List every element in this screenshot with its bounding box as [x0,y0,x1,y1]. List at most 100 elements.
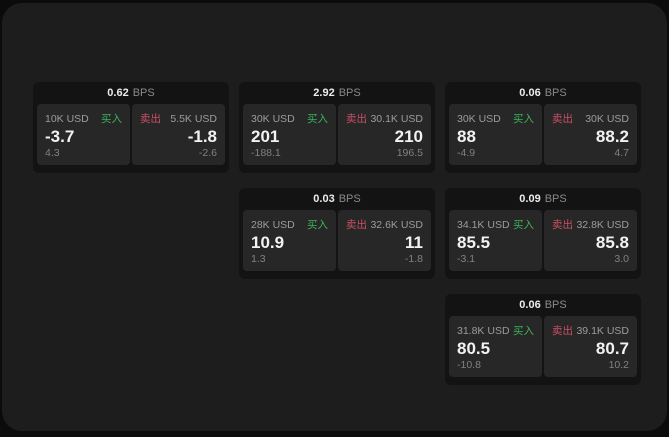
sell-size-label: 32.6K USD [370,219,423,231]
buy-side-label: 买入 [513,219,534,231]
sell-tile[interactable]: 卖出 39.1K USD 80.7 10.2 [544,316,637,377]
sell-sub-value: 10.2 [608,359,629,371]
sell-price: 85.8 [595,233,629,252]
buy-side-label: 买入 [513,113,534,125]
sell-tile-top: 卖出 32.6K USD [346,217,423,232]
buy-price: 10.9 [251,233,285,252]
buy-sub-value: -10.8 [457,359,481,371]
sell-side-label: 卖出 [346,219,367,231]
buy-side-label: 买入 [307,113,328,125]
bps-value: 0.06 [519,299,541,311]
buy-tile[interactable]: 34.1K USD 买入 85.5 -3.1 [449,210,542,271]
card-header: 2.92 BPS [239,82,435,104]
buy-side-label: 买入 [307,219,328,231]
card-body: 34.1K USD 买入 85.5 -3.1 卖出 32.8K USD 85.8… [445,210,641,275]
buy-price: -3.7 [45,127,75,146]
quote-card: 0.06 BPS 30K USD 买入 88 -4.9 卖出 30K USD [445,82,641,173]
buy-price: 201 [251,127,280,146]
buy-side-label: 买入 [101,113,122,125]
bps-unit: BPS [132,87,155,99]
card-body: 28K USD 买入 10.9 1.3 卖出 32.6K USD 11 -1.8 [239,210,435,275]
sell-price: 210 [394,127,423,146]
sell-size-label: 30.1K USD [370,113,423,125]
sell-tile[interactable]: 卖出 32.8K USD 85.8 3.0 [544,210,637,271]
card-header: 0.06 BPS [445,82,641,104]
sell-side-label: 卖出 [552,113,573,125]
sell-tile-top: 卖出 5.5K USD [140,111,217,126]
sell-tile[interactable]: 卖出 32.6K USD 11 -1.8 [338,210,431,271]
buy-sub-value: -4.9 [457,147,476,159]
buy-size-label: 34.1K USD [457,219,510,231]
buy-tile[interactable]: 31.8K USD 买入 80.5 -10.8 [449,316,542,377]
sell-size-label: 5.5K USD [170,113,217,125]
sell-size-label: 39.1K USD [576,325,629,337]
buy-size-label: 30K USD [457,113,501,125]
buy-price: 80.5 [457,339,491,358]
buy-tile[interactable]: 30K USD 买入 88 -4.9 [449,104,542,165]
card-header: 0.62 BPS [33,82,229,104]
card-body: 31.8K USD 买入 80.5 -10.8 卖出 39.1K USD 80.… [445,316,641,381]
buy-sub-value: -188.1 [251,147,281,159]
bps-value: 0.09 [519,193,541,205]
buy-tile-top: 30K USD 买入 [251,111,328,126]
sell-sub-value: 4.7 [614,147,629,159]
sell-sub-value: -1.8 [404,253,423,265]
buy-tile-top: 30K USD 买入 [457,111,534,126]
sell-tile[interactable]: 卖出 5.5K USD -1.8 -2.6 [132,104,225,165]
buy-tile-top: 28K USD 买入 [251,217,328,232]
sell-tile-top: 卖出 32.8K USD [552,217,629,232]
buy-size-label: 31.8K USD [457,325,510,337]
bps-value: 0.06 [519,87,541,99]
buy-price: 85.5 [457,233,491,252]
sell-price: -1.8 [187,127,217,146]
sell-sub-value: 3.0 [614,253,629,265]
quote-card: 0.09 BPS 34.1K USD 买入 85.5 -3.1 卖出 32.8K… [445,188,641,279]
bps-unit: BPS [544,193,567,205]
sell-side-label: 卖出 [552,219,573,231]
bps-value: 0.03 [313,193,335,205]
buy-sub-value: 4.3 [45,147,60,159]
buy-tile-top: 10K USD 买入 [45,111,122,126]
buy-price: 88 [457,127,476,146]
buy-sub-value: 1.3 [251,253,266,265]
sell-price: 88.2 [595,127,629,146]
buy-tile[interactable]: 10K USD 买入 -3.7 4.3 [37,104,130,165]
sell-tile[interactable]: 卖出 30.1K USD 210 196.5 [338,104,431,165]
card-body: 30K USD 买入 88 -4.9 卖出 30K USD 88.2 4.7 [445,104,641,169]
bps-value: 0.62 [107,87,129,99]
sell-price: 11 [405,233,423,252]
sell-tile-top: 卖出 39.1K USD [552,323,629,338]
bps-unit: BPS [338,193,361,205]
card-header: 0.06 BPS [445,294,641,316]
sell-price: 80.7 [595,339,629,358]
buy-sub-value: -3.1 [457,253,476,265]
quote-card: 0.62 BPS 10K USD 买入 -3.7 4.3 卖出 5.5K USD [33,82,229,173]
buy-tile-top: 34.1K USD 买入 [457,217,534,232]
bps-unit: BPS [338,87,361,99]
card-body: 30K USD 买入 201 -188.1 卖出 30.1K USD 210 1… [239,104,435,169]
buy-size-label: 30K USD [251,113,295,125]
sell-sub-value: -2.6 [198,147,217,159]
sell-tile-top: 卖出 30K USD [552,111,629,126]
card-body: 10K USD 买入 -3.7 4.3 卖出 5.5K USD -1.8 -2.… [33,104,229,169]
buy-tile[interactable]: 28K USD 买入 10.9 1.3 [243,210,336,271]
card-header: 0.09 BPS [445,188,641,210]
card-header: 0.03 BPS [239,188,435,210]
quote-card: 2.92 BPS 30K USD 买入 201 -188.1 卖出 30.1K … [239,82,435,173]
quote-card: 0.03 BPS 28K USD 买入 10.9 1.3 卖出 32.6K US… [239,188,435,279]
sell-side-label: 卖出 [346,113,367,125]
sell-tile-top: 卖出 30.1K USD [346,111,423,126]
buy-tile[interactable]: 30K USD 买入 201 -188.1 [243,104,336,165]
buy-tile-top: 31.8K USD 买入 [457,323,534,338]
bps-unit: BPS [544,299,567,311]
sell-side-label: 卖出 [140,113,161,125]
app-window: 0.62 BPS 10K USD 买入 -3.7 4.3 卖出 5.5K USD [2,3,667,431]
bps-value: 2.92 [313,87,335,99]
bps-unit: BPS [544,87,567,99]
quote-card: 0.06 BPS 31.8K USD 买入 80.5 -10.8 卖出 39.1… [445,294,641,385]
sell-size-label: 32.8K USD [576,219,629,231]
sell-size-label: 30K USD [585,113,629,125]
buy-size-label: 28K USD [251,219,295,231]
sell-tile[interactable]: 卖出 30K USD 88.2 4.7 [544,104,637,165]
